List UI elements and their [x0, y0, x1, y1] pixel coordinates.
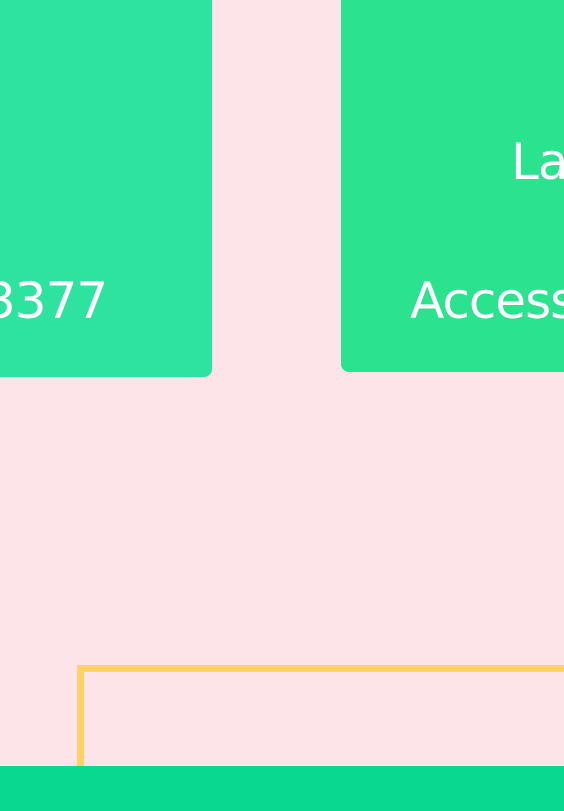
- stat-card-left-value: 3377: [0, 272, 108, 330]
- stat-card-left[interactable]: 3377: [0, 0, 212, 377]
- stat-card-right-line-1: La: [511, 133, 564, 191]
- stat-card-right[interactable]: La Access: [341, 0, 564, 372]
- bottom-bar: [0, 766, 564, 811]
- outlined-panel: [77, 665, 564, 805]
- stat-card-right-line-2: Access: [410, 272, 564, 330]
